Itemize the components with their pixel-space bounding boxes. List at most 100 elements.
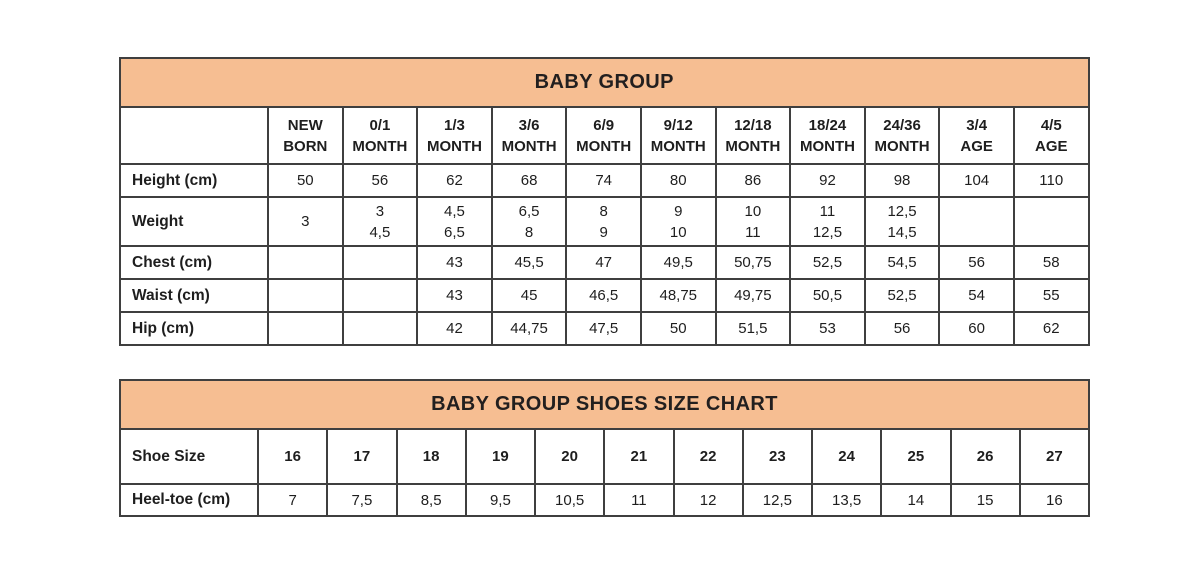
shoe-value-cell: 10,5	[533, 483, 606, 517]
shoe-value-cell: 22	[672, 428, 744, 485]
size-value-cell: 45,5	[490, 245, 568, 280]
column-header-6-9: 6/9 MONTH	[565, 106, 642, 165]
size-value-cell: 68	[490, 163, 568, 198]
size-value-cell: 80	[639, 163, 717, 198]
size-value-cell: 12,5 14,5	[863, 196, 941, 247]
size-value-cell: 10 11	[714, 196, 792, 247]
shoe-value-cell: 16	[256, 428, 329, 485]
size-value-cell: 110	[1012, 163, 1090, 198]
corner-empty-cell	[119, 106, 269, 165]
size-value-cell: 55	[1012, 278, 1090, 313]
shoes-table-row-heel-toe: Heel-toe (cm) 7 7,5 8,5 9,5 10,5 11 12 12,5 13,5 1…	[119, 483, 1091, 517]
shoe-value-cell: 7	[256, 483, 329, 517]
shoe-value-cell: 12,5	[741, 483, 814, 517]
column-header-NEW: NEW BORN	[267, 106, 344, 165]
size-value-cell	[1012, 196, 1090, 247]
size-value-cell: 44,75	[490, 311, 568, 346]
shoe-value-cell: 9,5	[464, 483, 537, 517]
size-table-row-height: Height (cm) 50 56 62 68 74 80 86 92 98 104 110	[119, 163, 1090, 198]
column-header-24-36: 24/36 MONTH	[863, 106, 941, 165]
size-table-row-chest: Chest (cm) 43 45,5 47 49,5 50,75 52,5 54,5 56 58	[119, 245, 1090, 280]
column-header-9-12: 9/12 MONTH	[639, 106, 717, 165]
size-value-cell: 58	[1012, 245, 1090, 280]
size-value-cell: 54,5	[863, 245, 941, 280]
size-value-cell: 3 4,5	[341, 196, 419, 247]
row-label: Hip (cm)	[119, 311, 269, 346]
size-value-cell: 74	[565, 163, 642, 198]
size-value-cell: 48,75	[639, 278, 717, 313]
size-value-cell: 92	[789, 163, 866, 198]
size-value-cell: 3	[267, 196, 344, 247]
size-value-cell: 62	[416, 163, 493, 198]
shoes-table-title: BABY GROUP SHOES SIZE CHART	[118, 379, 1091, 430]
size-value-cell	[341, 311, 419, 346]
shoe-value-cell: 27	[1018, 428, 1091, 485]
size-value-cell: 9 10	[639, 196, 717, 247]
size-value-cell: 49,75	[714, 278, 792, 313]
row-label: Height (cm)	[119, 163, 269, 198]
size-value-cell: 104	[938, 163, 1015, 198]
size-value-cell: 50	[639, 311, 717, 346]
row-label: Weight	[119, 196, 269, 247]
size-value-cell: 50,5	[789, 278, 866, 313]
column-header-1-3: 1/3 MONTH	[416, 106, 493, 165]
size-value-cell: 42	[416, 311, 493, 346]
size-value-cell	[267, 278, 344, 313]
size-value-cell: 8 9	[565, 196, 642, 247]
shoe-value-cell: 25	[880, 428, 952, 485]
row-label: Shoe Size	[119, 428, 259, 485]
size-value-cell: 60	[938, 311, 1015, 346]
size-value-cell: 52,5	[789, 245, 866, 280]
size-value-cell: 49,5	[639, 245, 717, 280]
row-label: Chest (cm)	[119, 245, 269, 280]
shoe-value-cell: 20	[533, 428, 606, 485]
baby-group-table-title: BABY GROUP	[119, 57, 1090, 108]
size-value-cell: 4,5 6,5	[416, 196, 493, 247]
shoe-value-cell: 18	[395, 428, 467, 485]
size-value-cell: 51,5	[714, 311, 792, 346]
column-header-3-6: 3/6 MONTH	[490, 106, 568, 165]
shoe-value-cell: 19	[464, 428, 537, 485]
shoes-table-row-shoe: Shoe Size 16 17 18 19 20 21 22 23 24 25 26 27	[119, 428, 1091, 485]
size-value-cell: 52,5	[863, 278, 941, 313]
column-header-0-1: 0/1 MONTH	[341, 106, 419, 165]
shoe-value-cell: 26	[949, 428, 1021, 485]
shoe-value-cell: 13,5	[810, 483, 883, 517]
size-value-cell	[267, 245, 344, 280]
size-value-cell: 47	[565, 245, 642, 280]
size-value-cell: 53	[789, 311, 866, 346]
size-value-cell: 54	[938, 278, 1015, 313]
size-value-cell: 6,5 8	[490, 196, 568, 247]
shoe-value-cell: 7,5	[326, 483, 398, 517]
size-value-cell: 50,75	[714, 245, 792, 280]
size-table-row-waist: Waist (cm) 43 45 46,5 48,75 49,75 50,5 52,5 54 55	[119, 278, 1090, 313]
column-header-18-24: 18/24 MONTH	[789, 106, 866, 165]
size-value-cell: 56	[863, 311, 941, 346]
column-header-12-18: 12/18 MONTH	[714, 106, 792, 165]
shoe-value-cell: 15	[949, 483, 1021, 517]
shoe-value-cell: 24	[810, 428, 883, 485]
size-value-cell: 46,5	[565, 278, 642, 313]
size-value-cell: 47,5	[565, 311, 642, 346]
shoe-value-cell: 21	[603, 428, 675, 485]
shoe-value-cell: 16	[1018, 483, 1091, 517]
size-value-cell: 56	[341, 163, 419, 198]
shoe-value-cell: 12	[672, 483, 744, 517]
size-value-cell	[341, 278, 419, 313]
baby-group-shoes-table: BABY GROUP SHOES SIZE CHART Shoe Size 16 1…	[118, 379, 1091, 517]
size-value-cell: 98	[863, 163, 941, 198]
size-value-cell	[341, 245, 419, 280]
size-table-row-hip: Hip (cm) 42 44,75 47,5 50 51,5 53 56 60 62	[119, 311, 1090, 346]
shoe-value-cell: 14	[880, 483, 952, 517]
column-header-4-5: 4/5 AGE	[1012, 106, 1090, 165]
size-value-cell: 62	[1012, 311, 1090, 346]
size-value-cell: 50	[267, 163, 344, 198]
size-value-cell	[267, 311, 344, 346]
row-label: Heel-toe (cm)	[119, 483, 259, 517]
size-value-cell: 86	[714, 163, 792, 198]
row-label: Waist (cm)	[119, 278, 269, 313]
shoe-value-cell: 17	[326, 428, 398, 485]
shoes-table-container: BABY GROUP SHOES SIZE CHART Shoe Size 16 1…	[118, 379, 1091, 517]
